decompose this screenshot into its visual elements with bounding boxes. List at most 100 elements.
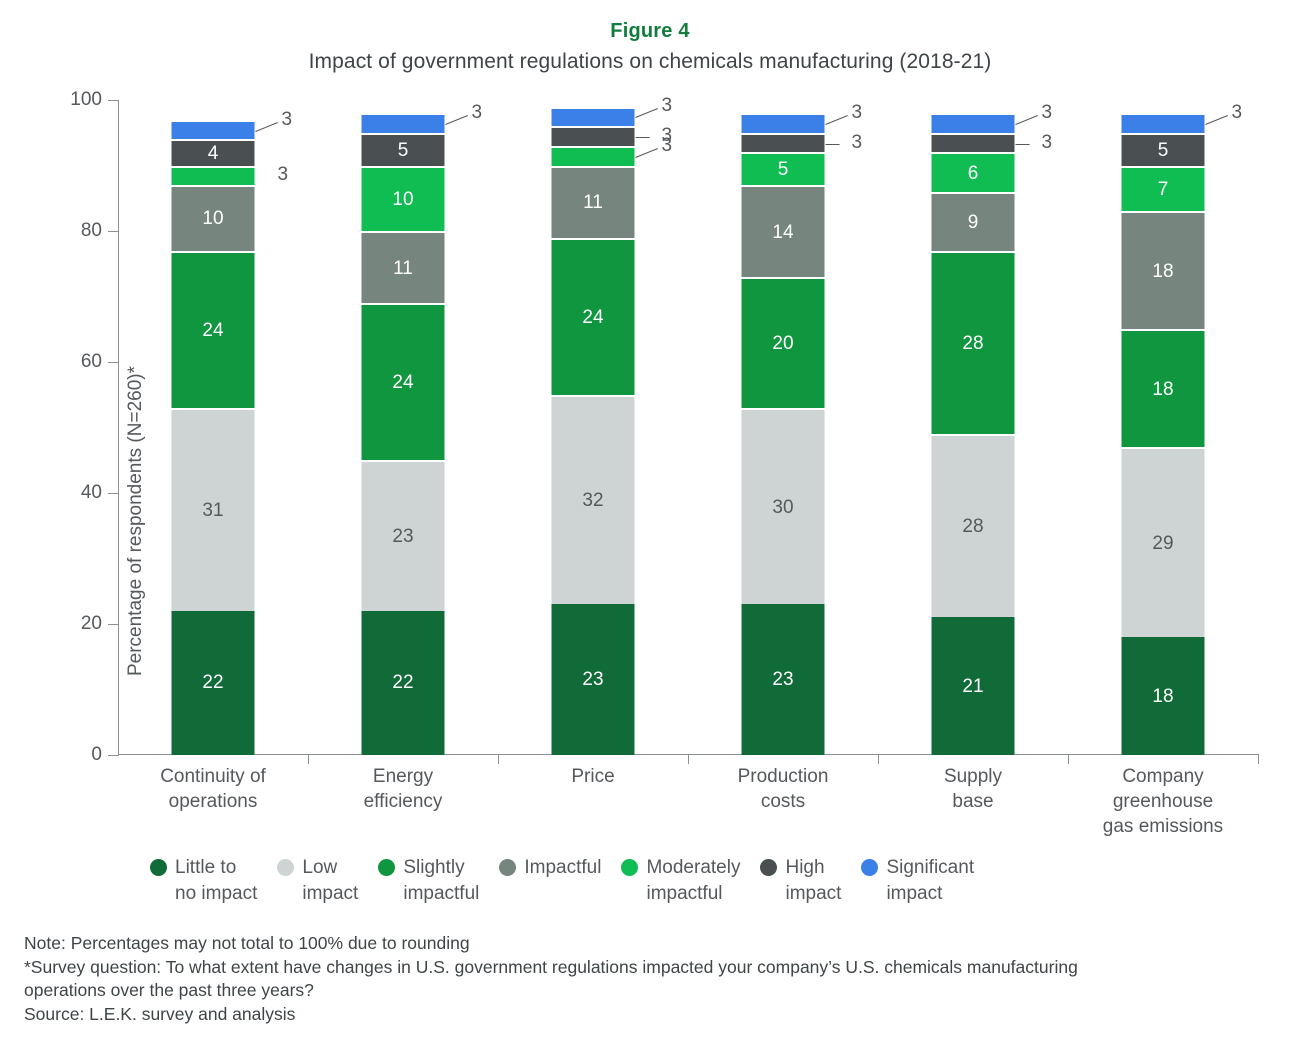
stacked-bar[interactable]: 18 29 18 18 7 5 3 (1121, 100, 1242, 755)
legend-item[interactable]: High impact (760, 855, 841, 907)
bar-column[interactable]: 23 32 24 11 3 3 3 (498, 96, 688, 755)
segment-value-label: 18 (1152, 260, 1174, 282)
bar-segment[interactable]: 10 (171, 185, 255, 251)
bar-segment[interactable]: 22 (171, 610, 255, 755)
x-axis-category-label: Energy efficiency (363, 766, 443, 812)
segment-value-label: 31 (202, 499, 224, 521)
bar-segment[interactable]: 23 (361, 460, 445, 611)
y-axis-tick-label: 0 (91, 744, 102, 765)
legend-item[interactable]: Slightly impactful (378, 855, 479, 907)
segment-value-label: 3 (471, 101, 483, 123)
segment-value-label: 18 (1152, 378, 1174, 400)
segment-value-label: 3 (1041, 131, 1053, 153)
legend-swatch-icon (760, 859, 778, 876)
bar-segment[interactable]: 5 (361, 132, 445, 166)
segment-value-label: 18 (1152, 685, 1174, 707)
bar-segment[interactable]: 7 (1121, 165, 1205, 212)
bar-column[interactable]: 22 31 24 10 3 4 3 (118, 100, 308, 755)
bar-segment[interactable]: 5 (741, 152, 825, 186)
segment-value-label: 6 (967, 162, 979, 184)
segment-value-label: 30 (772, 496, 794, 518)
figure-notes: Note: Percentages may not total to 100% … (24, 932, 1274, 1026)
y-axis-tick-label: 100 (70, 89, 102, 110)
segment-value-label: 3 (661, 134, 673, 156)
bar-segment[interactable]: 31 (171, 407, 255, 611)
stacked-bar[interactable]: 23 30 20 14 5 3 3 (741, 100, 862, 755)
bar-segment[interactable]: 5 (1121, 132, 1205, 166)
segment-value-label: 14 (772, 221, 794, 243)
bar-segment[interactable]: 3 (741, 103, 862, 133)
bar-segment[interactable]: 30 (741, 407, 825, 605)
bar-segment[interactable]: 6 (931, 152, 1015, 192)
bar-segment[interactable]: 18 (1121, 637, 1205, 755)
bar-segment[interactable]: 22 (361, 610, 445, 755)
bar-segment[interactable]: 18 (1121, 329, 1205, 448)
legend-swatch-icon (621, 859, 639, 876)
legend-swatch-icon (499, 859, 517, 876)
bar-segment[interactable]: 24 (361, 303, 445, 461)
x-axis-tick (308, 754, 309, 764)
y-axis-line (118, 100, 119, 755)
segment-value-label: 21 (962, 675, 984, 697)
stacked-bar[interactable]: 22 23 24 11 10 5 3 (361, 100, 482, 755)
bar-segment[interactable]: 3 (361, 103, 482, 133)
segment-value-label: 9 (967, 211, 979, 233)
bar-segment[interactable]: 23 (551, 604, 635, 755)
stacked-bar[interactable]: 22 31 24 10 3 4 3 (171, 100, 292, 755)
legend-item[interactable]: Moderately impactful (621, 855, 740, 907)
segment-value-label: 23 (392, 526, 414, 548)
bar-segment[interactable]: 3 (171, 110, 292, 140)
stacked-bar[interactable]: 23 32 24 11 3 3 3 (551, 96, 672, 755)
legend-item[interactable]: Significant impact (861, 855, 974, 907)
bar-segment[interactable]: 3 (1121, 103, 1242, 133)
bar-segment[interactable]: 3 (551, 96, 672, 127)
stacked-bar[interactable]: 21 28 28 9 6 3 3 (931, 100, 1052, 755)
bar-segment[interactable]: 28 (931, 434, 1015, 618)
legend-item[interactable]: Little to no impact (150, 855, 257, 907)
bar-segment[interactable]: 4 (171, 139, 255, 166)
bar-segment[interactable]: 3 (741, 133, 862, 153)
segment-value-label: 24 (392, 372, 414, 394)
bar-segment[interactable]: 18 (1121, 211, 1205, 330)
bar-segment[interactable]: 11 (361, 231, 445, 304)
bar-segment[interactable]: 9 (931, 191, 1015, 251)
legend-label: Slightly impactful (403, 857, 480, 904)
legend-label: Little to no impact (175, 857, 258, 904)
bar-segment[interactable]: 29 (1121, 447, 1205, 638)
bar-segment[interactable]: 32 (551, 394, 635, 605)
x-axis-tick (878, 754, 879, 764)
page-title: Impact of government regulations on chem… (308, 50, 992, 73)
y-axis-tick (108, 755, 119, 756)
bar-segment[interactable]: 23 (741, 604, 825, 755)
bar-column[interactable]: 23 30 20 14 5 3 3 (688, 100, 878, 755)
bar-segment[interactable]: 10 (361, 165, 445, 232)
segment-value-label: 3 (281, 108, 293, 130)
y-axis-tick-label: 20 (80, 613, 102, 634)
bar-segment[interactable]: 11 (551, 165, 635, 238)
bar-segment[interactable]: 24 (171, 250, 255, 408)
bar-segment[interactable]: 3 (931, 133, 1052, 153)
callout-leader-line (1015, 115, 1038, 125)
bar-column[interactable]: 18 29 18 18 7 5 3 (1068, 100, 1258, 755)
bar-segment[interactable]: 3 (931, 103, 1052, 133)
x-axis-category-label: Price (571, 766, 615, 787)
bar-segment[interactable]: 28 (931, 250, 1015, 435)
bar-column[interactable]: 22 23 24 11 10 5 3 (308, 100, 498, 755)
bar-column[interactable]: 21 28 28 9 6 3 3 (878, 100, 1068, 755)
callout-leader-line (1205, 115, 1228, 125)
segment-value-label: 3 (661, 95, 673, 117)
segment-value-label: 3 (277, 164, 289, 186)
bar-segment[interactable]: 3 (171, 165, 288, 186)
segment-value-label: 4 (207, 142, 219, 164)
legend-item[interactable]: Low impact (277, 855, 358, 907)
bar-segment[interactable]: 3 (551, 126, 672, 146)
bar-segment[interactable]: 20 (741, 276, 825, 408)
bar-segment[interactable]: 21 (931, 617, 1015, 755)
bar-segment[interactable]: 3 (551, 136, 672, 166)
legend-swatch-icon (150, 859, 167, 876)
bar-segment[interactable]: 24 (551, 237, 635, 395)
x-axis-tick (1068, 754, 1069, 764)
segment-value-label: 29 (1152, 532, 1174, 554)
legend-item[interactable]: Impactful (499, 855, 601, 907)
bar-segment[interactable]: 14 (741, 185, 825, 277)
